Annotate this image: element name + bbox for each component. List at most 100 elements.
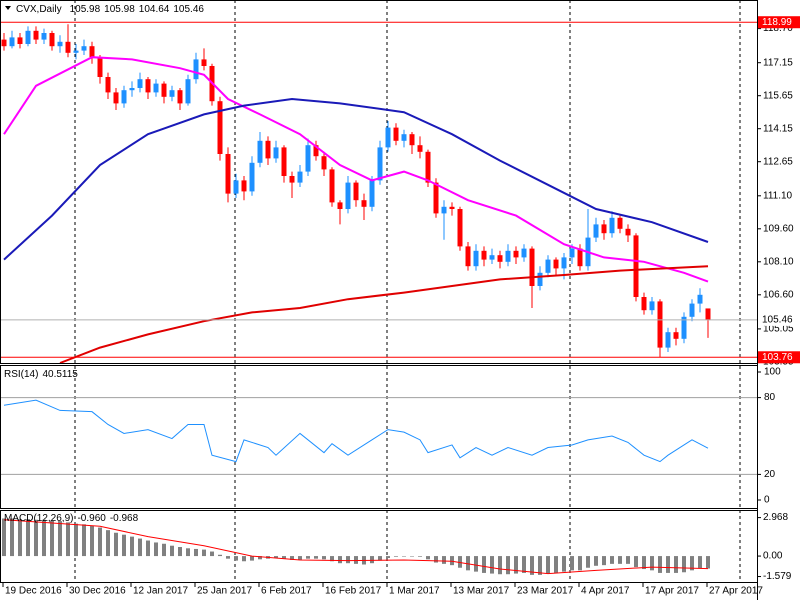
macd-bar [98,527,102,557]
macd-header: MACD(12,26,9) -0.960 -0.968 [4,513,139,524]
macd-bar [642,556,646,570]
macd-bar [586,556,590,568]
rsi-readout: 40.5115 [42,369,78,380]
macd-bar [474,556,478,572]
macd-bar [410,556,414,557]
macd-bar [178,547,182,557]
macd-bar [650,556,654,571]
candle-body [9,37,15,47]
low-readout: 104.64 [139,4,170,15]
macd-bar [90,525,94,557]
price-label-box [758,313,800,326]
candle-body [593,224,599,238]
candle-body [273,147,279,159]
high-readout: 105.98 [104,4,135,15]
macd-bar [66,522,70,557]
x-tick-label: 12 Jan 2017 [133,586,188,597]
candle-body [569,248,575,258]
macd-bar [194,548,198,557]
y-tick-label: 0.00 [763,551,783,562]
x-tick-label: 1 Mar 2017 [389,586,440,597]
candle-body [137,79,143,88]
candle-body [177,90,183,104]
candle-body [521,248,527,258]
candle-body [689,303,695,317]
candle-body [617,217,623,229]
candle-body [441,206,447,214]
candle-body [233,180,239,194]
candle-body [513,250,519,258]
macd-bar [538,556,542,575]
macd-bar [82,524,86,557]
macd-bar [682,556,686,573]
y-tick-label: 109.60 [763,223,794,234]
macd-bar [522,556,526,573]
candle-body [529,248,535,286]
macd-bar [394,556,398,557]
macd-bar [594,556,598,566]
candle-body [249,162,255,192]
macd-bar [634,556,638,568]
candle-body [73,50,79,53]
candle-body [329,169,335,203]
macd-bar [26,519,30,557]
candle-body [17,37,23,44]
candle-body [345,182,351,209]
candle-body [489,255,495,260]
macd-bar [34,519,38,557]
candle-body [49,33,55,47]
y-tick-label: 100 [764,367,781,378]
candle-body [185,79,191,104]
candle-body [161,83,167,97]
macd-bar [626,556,630,564]
candle-body [385,127,391,148]
candle-body [449,206,455,209]
macd-bar [74,523,78,557]
macd-bar [274,556,278,559]
macd-bar [570,556,574,571]
menu-arrow[interactable] [5,6,11,10]
macd-bar [154,542,158,557]
candle-body [433,182,439,214]
price-label: 118.99 [762,17,792,28]
close-readout: 105.46 [173,4,204,15]
macd-bar [602,556,606,566]
candle-body [417,145,423,152]
signal-line [3,519,709,575]
macd-bar [242,556,246,562]
candle-body [545,259,551,273]
macd-bar [226,556,230,559]
candle-body [361,200,367,207]
x-tick-label: 13 Mar 2017 [453,586,510,597]
x-tick-label: 27 Apr 2017 [709,586,763,597]
macd-bar [402,556,406,557]
macd-bar [130,536,134,557]
candle-body [577,248,583,267]
macd-bar [706,556,710,569]
candle-body [673,332,679,339]
candle-body [65,41,71,53]
candle-body [41,33,47,40]
candle-body [257,140,263,163]
y-tick-label: 108.10 [763,256,794,267]
candle-body [201,59,207,66]
y-tick-label: 106.60 [763,289,794,300]
macd-bar [210,551,214,557]
candle-body [497,255,503,262]
macd-bar [450,556,454,566]
price-label: 103.76 [762,352,793,363]
candle-body [393,127,399,141]
chart-header: CVX,Daily 105.98 105.98 104.64 105.46 [16,4,204,15]
macd-bar [674,556,678,573]
candle-body [353,182,359,201]
candle-body [649,301,655,311]
candle-body [113,92,119,104]
x-tick-label: 23 Mar 2017 [517,586,574,597]
candle-body [633,235,639,297]
macd-readout: -0.960 [77,513,106,524]
macd-bar [378,556,382,561]
y-tick-label: 0 [764,495,770,506]
macd-bar [146,540,150,557]
candle-body [305,145,311,172]
macd-bar [690,556,694,571]
